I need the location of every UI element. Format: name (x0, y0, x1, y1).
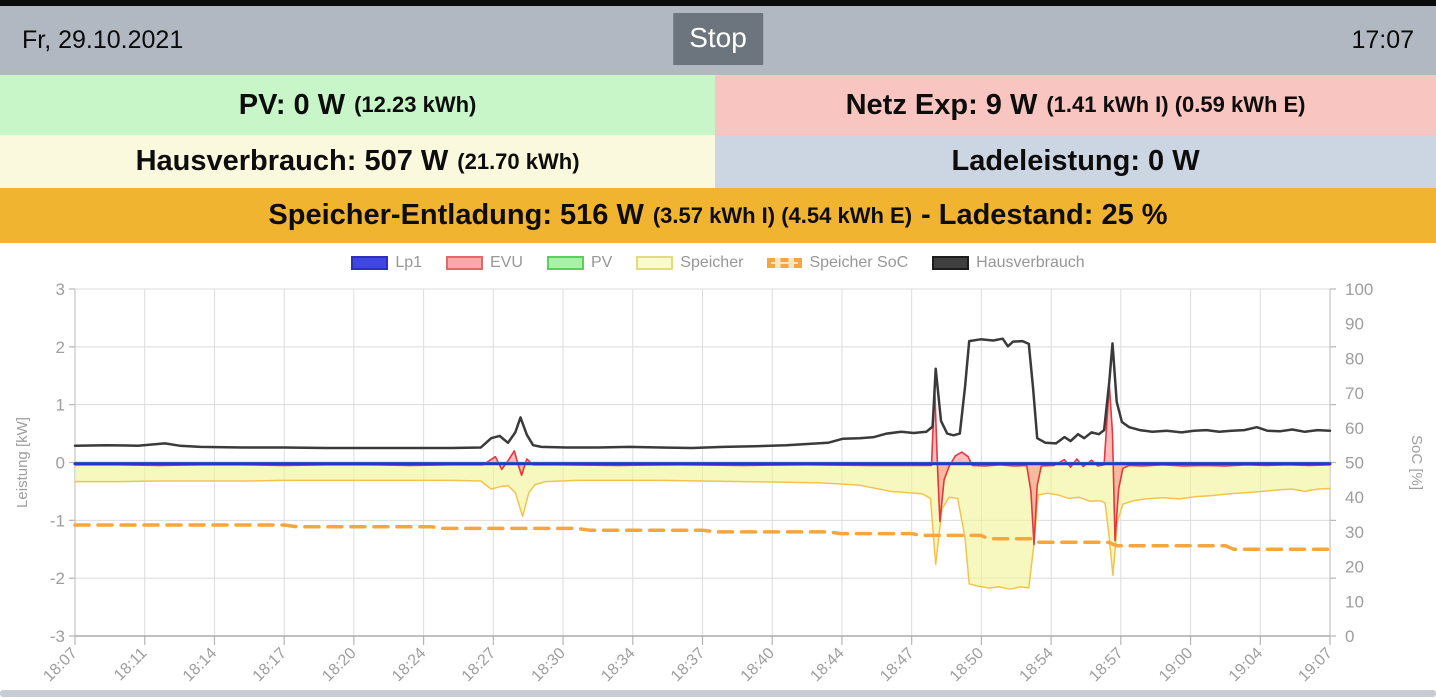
legend-label: Lp1 (395, 254, 423, 271)
speicher-status-bar: Speicher-Entladung: 516 W (3.57 kWh I) (… (0, 188, 1436, 243)
netz-status-bar: Netz Exp: 9 W (1.41 kWh I) (0.59 kWh E) (715, 75, 1436, 135)
svg-text:3: 3 (56, 280, 65, 299)
svg-text:1: 1 (56, 396, 65, 415)
legend-label: Hausverbrauch (976, 254, 1085, 271)
svg-text:18:54: 18:54 (1017, 645, 1057, 685)
bottom-divider (0, 690, 1436, 697)
lp1-swatch-icon (351, 256, 389, 270)
svg-text:40: 40 (1345, 488, 1364, 507)
legend-label: EVU (490, 254, 523, 271)
netz-status-text: Netz Exp: 9 W (845, 88, 1038, 121)
svg-text:90: 90 (1345, 315, 1364, 334)
evu-swatch-icon (446, 256, 484, 270)
hausverbrauch-status-detail: (21.70 kWh) (457, 148, 580, 174)
legend-item: Hausverbrauch (932, 254, 1085, 272)
speicher-status-detail: (3.57 kWh I) (4.54 kWh E) (652, 202, 913, 228)
svg-text:19:07: 19:07 (1295, 645, 1335, 685)
legend-item: EVU (446, 254, 523, 272)
svg-text:2: 2 (56, 338, 65, 357)
svg-text:18:20: 18:20 (319, 645, 359, 685)
svg-text:18:14: 18:14 (180, 645, 220, 685)
svg-text:70: 70 (1345, 384, 1364, 403)
pv-swatch-icon (546, 256, 584, 270)
svg-text:20: 20 (1345, 558, 1364, 577)
date-label: Fr, 29.10.2021 (22, 26, 184, 54)
svg-text:0: 0 (1345, 627, 1354, 646)
svg-text:18:47: 18:47 (877, 645, 917, 685)
svg-text:50: 50 (1345, 454, 1364, 473)
svg-text:80: 80 (1345, 349, 1364, 368)
pv-status-text: PV: 0 W (238, 88, 346, 121)
svg-text:Leistung [kW]: Leistung [kW] (14, 417, 31, 508)
power-chart: 3 2 1 0 -1 -2 -3 100 90 80 70 60 50 40 30 20 10 0 18:07 18:… (0, 243, 1436, 690)
svg-text:18:50: 18:50 (947, 645, 987, 685)
svg-text:30: 30 (1345, 523, 1364, 542)
chart-legend: Lp1 EVU PV Speicher Speicher SoC Hausverbrauc… (0, 254, 1436, 272)
svg-text:18:17: 18:17 (250, 645, 290, 685)
svg-text:18:44: 18:44 (807, 645, 847, 685)
speicher-swatch-icon (636, 256, 674, 270)
svg-text:18:11: 18:11 (111, 645, 151, 685)
svg-text:-3: -3 (50, 627, 65, 646)
svg-text:19:00: 19:00 (1156, 645, 1196, 685)
hausverbrauch-swatch-icon (932, 256, 970, 270)
svg-text:18:27: 18:27 (459, 645, 499, 685)
legend-label: Speicher (680, 254, 744, 271)
svg-text:60: 60 (1345, 419, 1364, 438)
ladeleistung-status-text: Ladeleistung: 0 W (951, 145, 1200, 177)
svg-text:18:57: 18:57 (1086, 645, 1126, 685)
svg-text:18:30: 18:30 (529, 645, 569, 685)
pv-status-bar: PV: 0 W (12.23 kWh) (0, 75, 716, 135)
svg-text:-1: -1 (50, 511, 65, 530)
svg-text:18:37: 18:37 (668, 645, 708, 685)
legend-item: PV (546, 254, 613, 272)
svg-text:10: 10 (1345, 592, 1364, 611)
status-row-2: Hausverbrauch: 507 W (21.70 kWh) Ladelei… (0, 135, 1436, 188)
svg-text:18:07: 18:07 (40, 645, 80, 685)
netz-status-detail: (1.41 kWh I) (0.59 kWh E) (1046, 92, 1306, 117)
hausverbrauch-status-bar: Hausverbrauch: 507 W (21.70 kWh) (0, 135, 716, 188)
pv-status-detail: (12.23 kWh) (354, 92, 477, 117)
clock-label: 17:07 (1351, 26, 1414, 54)
svg-text:SoC [%]: SoC [%] (1408, 435, 1425, 490)
app-header: Fr, 29.10.2021 Stop 17:07 (0, 6, 1436, 75)
speicher-soc-swatch-icon (767, 258, 803, 268)
svg-text:100: 100 (1345, 280, 1373, 299)
svg-text:19:04: 19:04 (1226, 645, 1266, 685)
speicher-status-text: Speicher-Entladung: 516 W (268, 199, 644, 231)
legend-item: Speicher (636, 254, 743, 272)
legend-item: Speicher SoC (767, 254, 908, 272)
svg-text:18:40: 18:40 (738, 645, 778, 685)
top-black-strip (0, 0, 1436, 6)
legend-item: Lp1 (351, 254, 422, 272)
ladeleistung-status-bar: Ladeleistung: 0 W (715, 135, 1436, 188)
svg-text:0: 0 (56, 454, 65, 473)
stop-button[interactable]: Stop (673, 13, 763, 65)
svg-text:18:24: 18:24 (389, 645, 429, 685)
svg-text:-2: -2 (50, 569, 65, 588)
hausverbrauch-status-text: Hausverbrauch: 507 W (135, 145, 449, 177)
ladestand-status-text: - Ladestand: 25 % (921, 199, 1168, 231)
legend-label: Speicher SoC (809, 254, 909, 271)
legend-label: PV (590, 254, 613, 271)
svg-text:18:34: 18:34 (598, 645, 638, 685)
status-row-1: PV: 0 W (12.23 kWh) Netz Exp: 9 W (1.41 … (0, 75, 1436, 135)
